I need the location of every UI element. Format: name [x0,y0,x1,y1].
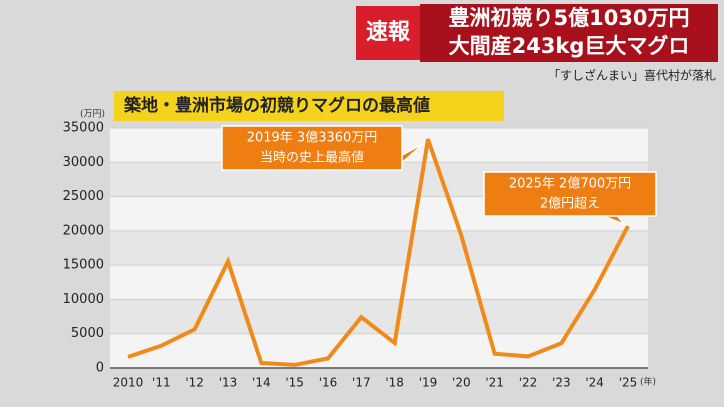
x-tick-label: '23 [552,376,571,390]
x-tick-label: '24 [585,376,604,390]
subline: 「すしざんまい」喜代村が落札 [548,68,716,83]
x-tick-label: '21 [485,376,504,390]
x-tick-label: '20 [452,376,471,390]
y-unit: (万円) [80,109,105,120]
y-tick-label: 0 [96,361,104,376]
x-tick-label: 2010 [113,376,144,390]
y-tick-label: 20000 [63,223,104,238]
headline: 豊洲初競り5億1030万円 [448,6,689,30]
annotation: 当時の史上最高値 [260,150,364,166]
chart-title: 築地・豊洲市場の初競りマグロの最高値 [123,95,430,116]
x-tick-label: '12 [185,376,204,390]
y-tick-label: 25000 [63,189,104,204]
annotation: 2019年 3億3360万円 [247,130,378,146]
y-tick-label: 30000 [63,155,104,170]
y-tick-label: 5000 [71,326,104,341]
x-tick-label: '18 [385,376,404,390]
plot: 0 5000 10000 15000 20000 25000 30000 35000 2010 '… [63,121,657,390]
band [110,333,648,368]
x-tick-label: '11 [152,376,171,390]
headline: 大間産243kg巨大マグロ [449,34,690,58]
x-tick-label: '19 [419,376,438,390]
y-tick-label: 35000 [63,121,104,136]
annotation: 2億円超え [540,196,600,212]
x-tick-label: '13 [219,376,238,390]
callout [483,171,657,217]
y-tick-label: 15000 [63,258,104,273]
x-tick-label: '16 [319,376,338,390]
band [110,265,648,300]
headline-box [420,4,718,62]
callout [221,125,403,171]
x-tick-label: '14 [252,376,271,390]
x-unit: (年) [640,376,656,388]
x-tick-label: '15 [285,376,304,390]
badge-box [356,6,420,60]
series-line [127,138,630,367]
title-box [114,91,504,121]
band [110,230,648,266]
annotation: 2025年 2億700万円 [509,176,631,192]
x-tick-label: '17 [352,376,371,390]
x-tick-label: '25 [619,376,638,390]
x-tick-label: '22 [519,376,538,390]
y-tick-label: 10000 [63,292,104,307]
badge: 速報 [366,19,411,45]
